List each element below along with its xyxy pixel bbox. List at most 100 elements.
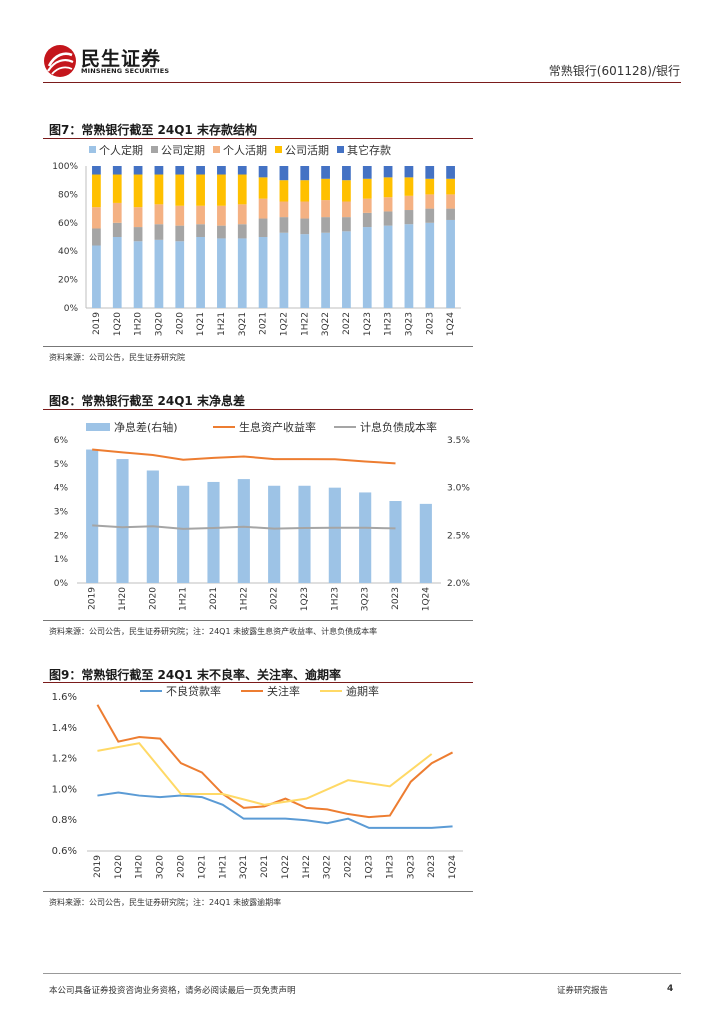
- footer-divider: [43, 973, 681, 974]
- figure-8-title: 图8：常熟银行截至 24Q1 末净息差: [49, 394, 245, 408]
- bar-segment: [154, 174, 164, 205]
- nim-bar: [86, 449, 99, 583]
- bar-segment: [362, 212, 372, 228]
- footer-report-type: 证券研究报告: [557, 986, 609, 996]
- right-y-tick-label: 2.0%: [447, 579, 470, 589]
- bar-segment: [425, 208, 435, 223]
- bar-segment: [175, 241, 185, 308]
- bar-segment: [425, 222, 435, 308]
- figure-9-top-rule: [43, 682, 473, 683]
- figure-7-title: 图7：常熟银行截至 24Q1 末存款结构: [49, 123, 257, 137]
- x-tick-label: 1Q21: [197, 855, 207, 879]
- x-tick-label: 2022: [344, 855, 354, 878]
- figure-7-top-rule: [43, 138, 473, 139]
- nim-bar: [268, 485, 281, 583]
- figure-9-source: 资料来源：公司公告，民生证券研究院；注：24Q1 未披露逾期率: [49, 898, 282, 907]
- bar-segment: [383, 166, 393, 178]
- bar-segment: [237, 238, 247, 308]
- bar-segment: [321, 232, 330, 308]
- legend-swatch: [151, 146, 158, 153]
- bar-segment: [258, 237, 268, 308]
- right-y-tick-label: 3.0%: [447, 484, 470, 494]
- bar-segment: [92, 166, 101, 175]
- bar-segment: [446, 208, 455, 220]
- bar-segment: [425, 194, 435, 209]
- bar-segment: [446, 194, 455, 209]
- x-tick-label: 2019: [92, 312, 102, 335]
- x-tick-label: 1Q24: [446, 312, 456, 337]
- figure-9-bottom-rule: [43, 891, 473, 892]
- bar-segment: [112, 222, 122, 237]
- x-tick-label: 1H20: [135, 855, 145, 879]
- x-tick-label: 2021: [209, 587, 219, 610]
- x-tick-label: 3Q20: [156, 855, 166, 880]
- bar-segment: [154, 239, 164, 308]
- bar-segment: [217, 205, 226, 226]
- bar-segment: [196, 205, 205, 225]
- legend-label: 个人活期: [223, 144, 267, 157]
- bar-segment: [258, 166, 268, 178]
- bar-segment: [425, 178, 435, 195]
- bar-segment: [112, 237, 122, 308]
- bar-segment: [362, 198, 372, 213]
- bar-segment: [237, 224, 247, 239]
- x-tick-label: 1Q23: [363, 312, 373, 336]
- x-tick-label: 1H23: [330, 587, 340, 611]
- x-tick-label: 3Q23: [404, 312, 414, 336]
- bar-segment: [175, 225, 185, 242]
- x-tick-label: 1Q22: [281, 855, 291, 879]
- bar-segment: [154, 166, 164, 175]
- x-tick-label: 1Q23: [300, 587, 310, 611]
- left-y-tick-label: 4%: [54, 484, 69, 494]
- x-tick-label: 1H22: [239, 587, 249, 611]
- x-tick-label: 2022: [270, 587, 280, 610]
- net-interest-margin-chart: 0% 1% 2% 3% 4% 5% 6% 2.0% 2.5% 3.0% 3.5% 2019 1H20 20…: [54, 420, 471, 612]
- left-y-tick-label: 5%: [54, 460, 69, 470]
- bar-segment: [112, 174, 122, 203]
- left-y-tick-label: 1%: [54, 555, 69, 565]
- y-tick-label: 1.6%: [52, 692, 77, 703]
- bar-segment: [404, 224, 414, 308]
- x-tick-label: 1H23: [385, 855, 395, 879]
- legend-swatch: [337, 146, 344, 153]
- bar-segment: [404, 166, 414, 178]
- bar-segment: [175, 174, 185, 206]
- x-tick-label: 1Q24: [421, 587, 431, 612]
- footer-disclaimer: 本公司具备证券投资咨询业务资格，请务必阅读最后一页免责声明: [49, 986, 296, 996]
- minsheng-logo-icon: [44, 45, 76, 77]
- bar-segment: [321, 178, 330, 201]
- left-y-tick-label: 6%: [54, 436, 69, 446]
- legend-label: 关注率: [267, 684, 300, 698]
- bar-segment: [133, 227, 143, 242]
- bar-segment: [92, 228, 101, 246]
- x-tick-label: 1H21: [217, 312, 227, 336]
- bar-segment: [92, 245, 101, 308]
- figure-7-source: 资料来源：公司公告，民生证券研究院: [49, 353, 185, 362]
- bar-segment: [362, 166, 372, 179]
- x-tick-label: 1Q24: [448, 855, 458, 880]
- bar-segment: [321, 200, 330, 218]
- legend-swatch: [213, 146, 220, 153]
- series-line: [97, 791, 453, 829]
- nim-bar: [207, 481, 220, 583]
- asset-quality-chart: 0.6% 0.8% 1.0% 1.2% 1.4% 1.6% 2019 1Q20 1H20 3Q20…: [52, 684, 463, 880]
- legend-label: 计息负债成本率: [360, 420, 437, 434]
- x-tick-label: 2020: [175, 312, 185, 335]
- bar-segment: [175, 205, 185, 226]
- nim-bar: [419, 503, 432, 583]
- logo-chinese-name: 民生证券: [81, 48, 162, 70]
- x-tick-label: 1Q21: [196, 312, 206, 336]
- bar-segment: [279, 217, 289, 233]
- left-y-tick-label: 3%: [54, 508, 69, 518]
- bar-segment: [383, 197, 393, 212]
- bar-segment: [217, 238, 226, 308]
- x-tick-label: 2021: [259, 312, 269, 335]
- bar-segment: [446, 166, 455, 179]
- nim-bar: [177, 485, 190, 583]
- x-tick-label: 3Q21: [239, 855, 249, 879]
- nim-bar: [116, 459, 129, 583]
- x-tick-label: 1Q23: [365, 855, 375, 879]
- bar-segment: [196, 166, 205, 175]
- x-tick-label: 3Q22: [323, 855, 333, 879]
- legend-label: 生息资产收益率: [239, 420, 316, 434]
